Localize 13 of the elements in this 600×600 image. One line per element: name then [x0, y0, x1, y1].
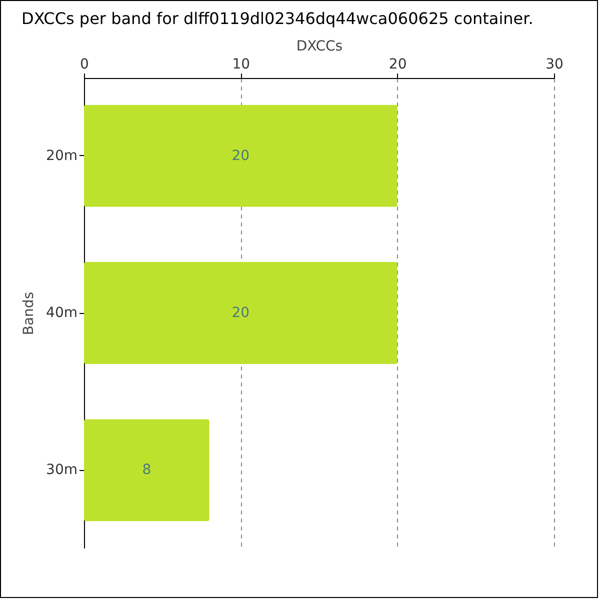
- x-tick-label: 30: [546, 56, 564, 72]
- chart-title: DXCCs per band for dlff0119dl02346dq44wca060625 container.: [22, 9, 534, 28]
- x-tick-label: 10: [232, 56, 250, 72]
- y-tick-label: 40m: [46, 305, 78, 321]
- data-label: 20: [232, 148, 250, 164]
- x-tick-label: 0: [80, 56, 89, 72]
- x-tick-label: 20: [388, 56, 407, 72]
- y-tick-label: 30m: [46, 462, 78, 478]
- data-label: 20: [232, 305, 250, 321]
- y-tick-label: 20m: [46, 148, 78, 164]
- x-axis-title: DXCCs: [296, 38, 343, 54]
- y-axis-title: Bands: [21, 292, 38, 336]
- data-label: 8: [142, 462, 152, 478]
